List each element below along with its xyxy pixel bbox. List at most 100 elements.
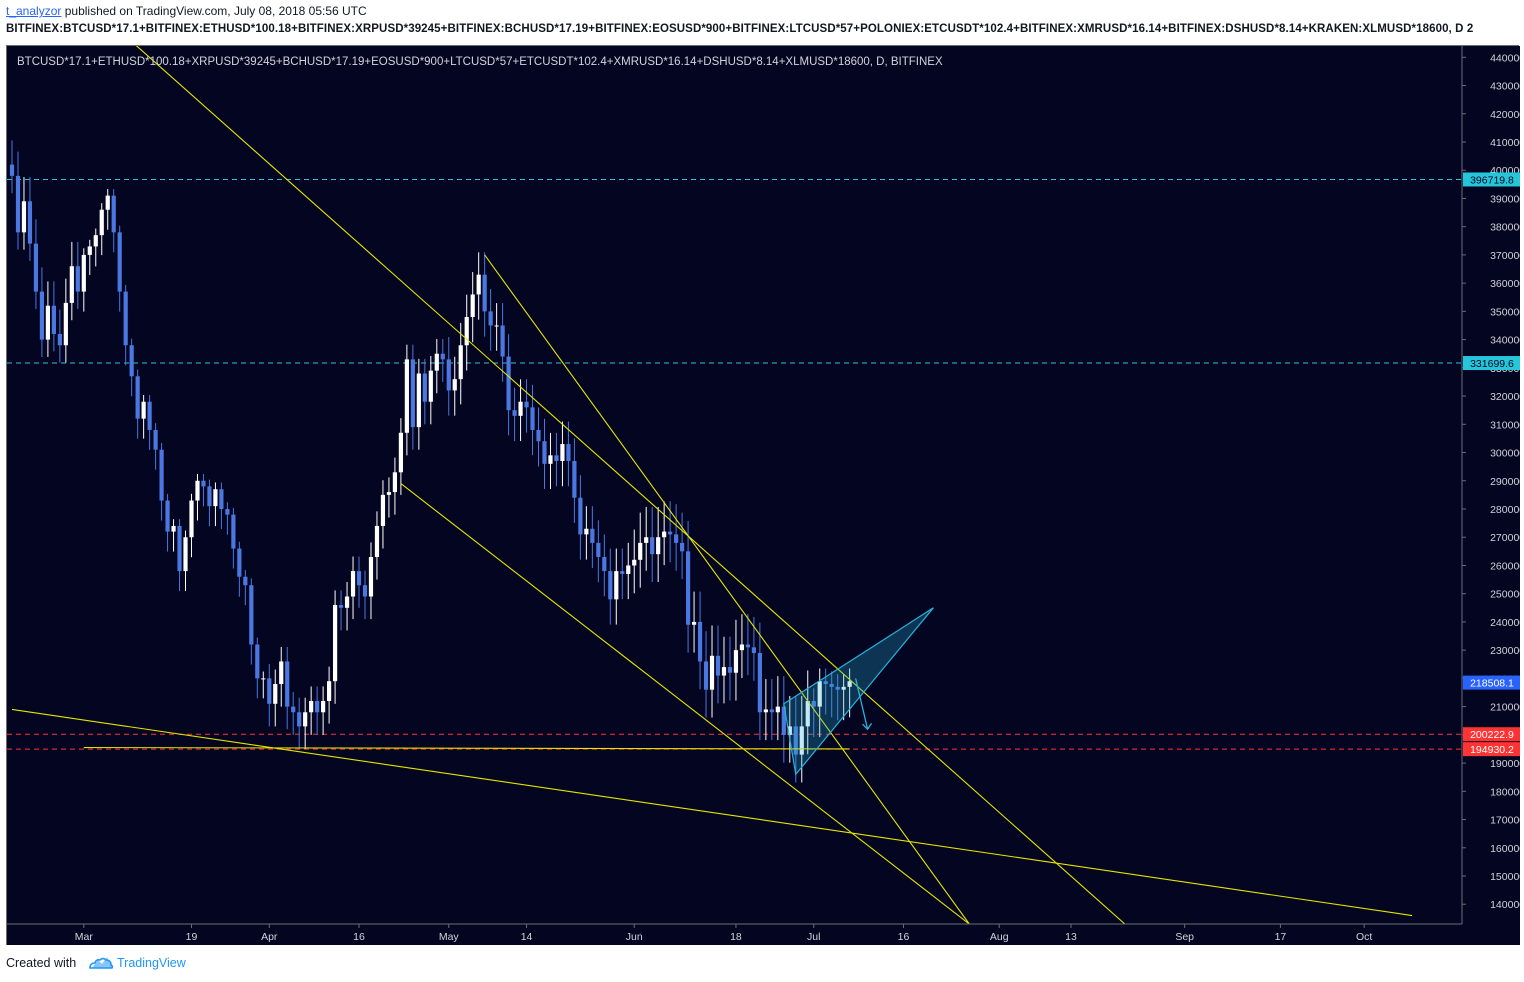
candle-body bbox=[817, 681, 822, 707]
candle-body bbox=[147, 401, 152, 430]
price-tick-label: 160000.0 bbox=[1490, 843, 1520, 855]
candle-body bbox=[57, 333, 62, 346]
candle-body bbox=[733, 650, 739, 673]
chart-area[interactable]: BTCUSD*17.1+ETHUSD*100.18+XRPUSD*39245+B… bbox=[6, 45, 1520, 946]
candle-body bbox=[291, 706, 296, 713]
candle-body bbox=[662, 531, 667, 538]
candle-body bbox=[506, 356, 511, 411]
candle-body bbox=[51, 305, 56, 334]
symbols-expression: BITFINEX:BTCUSD*17.1+BITFINEX:ETHUSD*100… bbox=[6, 23, 1474, 35]
time-tick-label: Apr bbox=[261, 931, 278, 943]
price-tick-label: 380000.0 bbox=[1490, 222, 1520, 234]
candle-body bbox=[841, 686, 846, 690]
price-tick-label: 260000.0 bbox=[1490, 560, 1520, 572]
candle-body bbox=[739, 644, 745, 651]
candle-body bbox=[650, 537, 655, 555]
price-tick-label: 270000.0 bbox=[1490, 532, 1520, 544]
resistance-lower-label: 331699.6 bbox=[1470, 358, 1514, 370]
candle-body bbox=[321, 700, 326, 713]
author-link[interactable]: t_analyzor bbox=[6, 4, 62, 18]
price-tick-label: 170000.0 bbox=[1490, 815, 1520, 827]
time-tick-label: 19 bbox=[186, 931, 198, 943]
candle-body bbox=[338, 604, 344, 608]
candle-body bbox=[368, 556, 374, 597]
candlestick-chart[interactable]: BTCUSD*17.1+ETHUSD*100.18+XRPUSD*39245+B… bbox=[7, 46, 1520, 946]
candle-body bbox=[201, 480, 206, 487]
candle-body bbox=[350, 571, 356, 597]
wedge-arrow-head bbox=[862, 722, 873, 731]
price-tick-label: 300000.0 bbox=[1490, 448, 1520, 460]
time-tick-label: Jul bbox=[807, 931, 820, 943]
candle-body bbox=[835, 686, 840, 690]
long-support-line bbox=[11, 708, 1413, 917]
candle-body bbox=[356, 571, 362, 586]
time-tick-label: May bbox=[439, 931, 460, 943]
candle-body bbox=[512, 410, 517, 416]
publication-line: t_analyzor published on TradingView.com,… bbox=[6, 4, 367, 18]
candle-body bbox=[446, 359, 451, 391]
candle-body bbox=[303, 712, 308, 727]
candle-body bbox=[267, 678, 272, 704]
candle-body bbox=[362, 585, 368, 597]
candle-body bbox=[440, 353, 445, 360]
price-tick-label: 360000.0 bbox=[1490, 278, 1520, 290]
candle-body bbox=[685, 551, 691, 625]
candle-body bbox=[213, 489, 218, 507]
candle-body bbox=[769, 709, 774, 713]
candle-body bbox=[249, 585, 254, 645]
candle-body bbox=[727, 667, 733, 673]
candle-body bbox=[632, 559, 637, 566]
candle-body bbox=[524, 401, 529, 408]
candle-body bbox=[715, 655, 721, 676]
candle-body bbox=[709, 655, 715, 690]
candle-body bbox=[488, 311, 493, 326]
time-tick-label: 16 bbox=[353, 931, 365, 943]
candle-body bbox=[410, 359, 415, 428]
tradingview-brand[interactable]: TradingView bbox=[117, 956, 186, 970]
candle-body bbox=[207, 486, 212, 507]
candle-body bbox=[572, 461, 577, 498]
candle-body bbox=[81, 254, 86, 292]
published-text: published on TradingView.com, July 08, 2… bbox=[64, 4, 367, 18]
price-tick-label: 190000.0 bbox=[1490, 758, 1520, 770]
candle-body bbox=[99, 209, 104, 236]
tradingview-cloud-icon[interactable] bbox=[88, 954, 114, 970]
candle-body bbox=[554, 455, 559, 462]
resistance-upper-label: 396719.8 bbox=[1470, 174, 1514, 186]
candle-body bbox=[273, 684, 278, 704]
candle-body bbox=[9, 164, 15, 176]
candle-body bbox=[105, 195, 110, 210]
support-upper-badge bbox=[1463, 727, 1520, 742]
candle-body bbox=[829, 684, 834, 687]
wedge-arrow-shaft bbox=[854, 678, 869, 730]
price-tick-label: 180000.0 bbox=[1490, 786, 1520, 798]
candle-body bbox=[500, 325, 505, 357]
candle-body bbox=[69, 266, 74, 303]
price-tick-label: 230000.0 bbox=[1490, 645, 1520, 657]
resistance-upper-badge bbox=[1463, 172, 1520, 187]
price-tick-label: 420000.0 bbox=[1490, 109, 1520, 121]
publication-header: t_analyzor published on TradingView.com,… bbox=[0, 0, 1524, 48]
candle-body bbox=[297, 712, 302, 727]
candle-body bbox=[608, 571, 613, 600]
candle-body bbox=[518, 401, 523, 416]
candle-body bbox=[578, 497, 583, 535]
candle-body bbox=[285, 661, 290, 707]
candle-body bbox=[15, 175, 21, 233]
candle-body bbox=[620, 571, 625, 574]
price-tick-label: 440000.0 bbox=[1490, 52, 1520, 64]
candle-body bbox=[584, 528, 589, 535]
candle-body bbox=[596, 542, 601, 557]
candle-body bbox=[536, 429, 541, 442]
candle-body bbox=[39, 291, 45, 340]
candle-body bbox=[279, 661, 284, 685]
support-lower-badge bbox=[1463, 742, 1520, 757]
candle-body bbox=[703, 661, 709, 690]
candle-body bbox=[434, 353, 439, 371]
price-tick-label: 280000.0 bbox=[1490, 504, 1520, 516]
candle-body bbox=[805, 700, 810, 727]
candle-body bbox=[530, 407, 535, 430]
candle-body bbox=[75, 266, 80, 292]
candle-body bbox=[793, 726, 798, 755]
candle-body bbox=[380, 494, 386, 526]
